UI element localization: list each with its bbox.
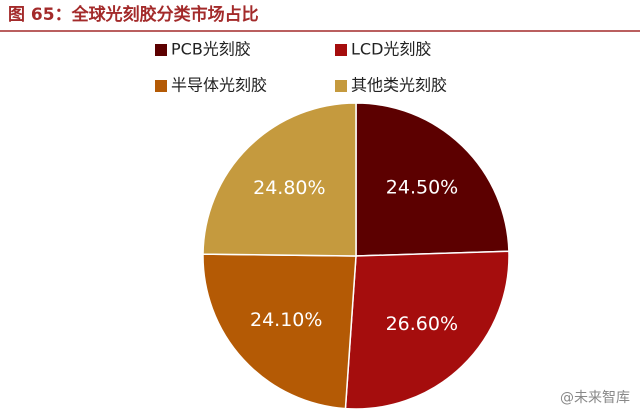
legend-swatch xyxy=(155,80,167,92)
legend-label: 其他类光刻胶 xyxy=(351,76,447,95)
legend-swatch xyxy=(335,80,347,92)
legend-swatch xyxy=(335,44,347,56)
legend-swatch xyxy=(155,44,167,56)
watermark: @未来智库 xyxy=(560,390,630,406)
value-label: 24.50% xyxy=(386,176,458,198)
pie-slice xyxy=(202,102,357,257)
legend-label: 半导体光刻胶 xyxy=(171,76,267,95)
value-label: 24.10% xyxy=(250,309,322,331)
value-label: 24.80% xyxy=(253,177,325,199)
pie-slice xyxy=(355,102,510,257)
chart-title: 图 65：全球光刻胶分类市场占比 xyxy=(8,4,259,25)
value-label: 26.60% xyxy=(386,313,458,335)
legend-label: LCD光刻胶 xyxy=(351,40,431,59)
pie-slice xyxy=(202,253,357,410)
legend-label: PCB光刻胶 xyxy=(171,40,251,59)
pie-slice xyxy=(344,250,510,410)
